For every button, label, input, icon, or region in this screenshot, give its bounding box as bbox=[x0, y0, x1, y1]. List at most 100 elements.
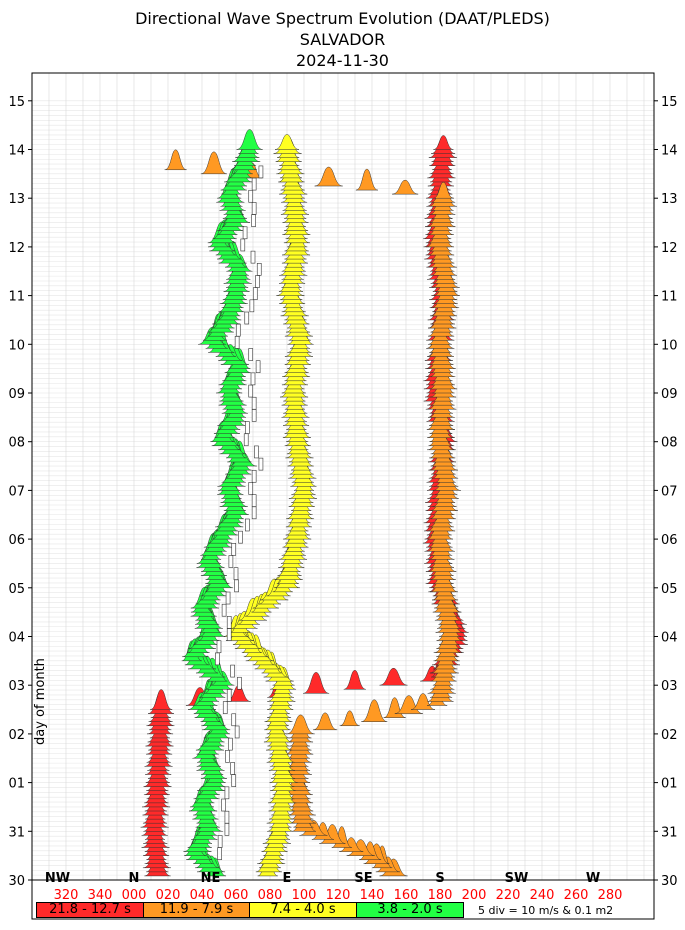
series-2 bbox=[223, 134, 317, 877]
y-tick-label-left: 05 bbox=[8, 582, 25, 597]
legend-band-0: 21.8 - 12.7 s bbox=[36, 902, 144, 918]
wind-bar bbox=[222, 701, 228, 714]
compass-label: N bbox=[129, 871, 140, 886]
wind-bar bbox=[231, 543, 237, 556]
y-tick-label-right: 15 bbox=[661, 95, 678, 110]
spectrum-peak bbox=[200, 151, 227, 175]
compass-label: S bbox=[435, 871, 444, 886]
x-tick-label: 180 bbox=[428, 888, 453, 903]
wind-bar bbox=[258, 165, 264, 179]
compass-label: E bbox=[283, 871, 292, 886]
y-tick-label-left: 15 bbox=[8, 95, 25, 110]
wind-bar bbox=[256, 263, 262, 276]
compass-label: SE bbox=[354, 871, 372, 886]
chart-title: Directional Wave Spectrum Evolution (DAA… bbox=[135, 9, 550, 28]
y-tick-label-right: 08 bbox=[661, 436, 678, 451]
x-tick-label: 200 bbox=[462, 888, 487, 903]
wind-bar bbox=[251, 409, 257, 422]
wind-bar bbox=[251, 494, 257, 507]
wind-bar bbox=[224, 823, 230, 836]
wind-bar bbox=[248, 384, 254, 398]
y-tick-label-left: 01 bbox=[8, 777, 25, 792]
wind-bar bbox=[249, 299, 255, 313]
wind-bar bbox=[258, 457, 264, 471]
wind-bar bbox=[228, 737, 233, 751]
y-tick-label-left: 03 bbox=[8, 679, 25, 694]
wind-bar bbox=[221, 603, 227, 617]
y-tick-label-left: 11 bbox=[8, 290, 25, 305]
wind-bar bbox=[242, 226, 248, 240]
x-tick-label: 160 bbox=[394, 888, 419, 903]
y-tick-label-left: 06 bbox=[8, 533, 25, 548]
x-tick-label: 060 bbox=[224, 888, 249, 903]
wind-bar bbox=[226, 689, 232, 702]
wind-bar bbox=[251, 469, 257, 483]
y-axis-label: day of month bbox=[33, 658, 48, 745]
series-3 bbox=[181, 129, 263, 877]
x-tick-label: 340 bbox=[88, 888, 113, 903]
wind-bar bbox=[255, 360, 261, 374]
spectrum-peak bbox=[274, 134, 300, 150]
wind-bar bbox=[231, 774, 237, 787]
wind-bar bbox=[250, 250, 256, 264]
wind-bar bbox=[251, 177, 257, 191]
y-tick-label-left: 13 bbox=[8, 192, 25, 207]
x-tick-label: 240 bbox=[530, 888, 555, 903]
series-1 bbox=[164, 149, 464, 877]
wind-bar bbox=[230, 762, 235, 775]
y-tick-label-right: 01 bbox=[661, 777, 678, 792]
y-tick-label-right: 14 bbox=[661, 144, 678, 159]
y-tick-label-left: 04 bbox=[8, 631, 25, 646]
legend-band-1: 11.9 - 7.9 s bbox=[143, 902, 250, 918]
x-tick-label: 040 bbox=[190, 888, 215, 903]
spectrum-peak bbox=[339, 710, 360, 727]
spectrum-peak bbox=[236, 129, 263, 150]
wind-bar bbox=[255, 275, 260, 288]
wind-bar bbox=[215, 652, 220, 666]
y-tick-label-left: 09 bbox=[8, 387, 25, 402]
wind-bar bbox=[234, 336, 240, 349]
wind-bar bbox=[251, 506, 257, 520]
y-tick-label-left: 10 bbox=[8, 338, 25, 353]
wind-bar bbox=[244, 311, 250, 325]
wind-bar bbox=[252, 287, 258, 300]
y-tick-label-right: 30 bbox=[661, 874, 678, 889]
wind-bar bbox=[225, 750, 230, 763]
x-tick-label: 280 bbox=[598, 888, 623, 903]
x-tick-label: 220 bbox=[496, 888, 521, 903]
wind-bar bbox=[248, 348, 254, 361]
y-tick-label-right: 03 bbox=[661, 679, 678, 694]
y-tick-label-left: 12 bbox=[8, 241, 25, 256]
spectrum-peak bbox=[355, 168, 378, 191]
wind-bar bbox=[225, 591, 231, 605]
spectrum-peak bbox=[303, 672, 330, 694]
spectrum-peak bbox=[164, 149, 187, 171]
y-tick-label-right: 05 bbox=[661, 582, 678, 597]
chart-subtitle-date: 2024-11-30 bbox=[296, 51, 389, 70]
x-tick-label: 100 bbox=[292, 888, 317, 903]
y-tick-label-right: 06 bbox=[661, 533, 678, 548]
x-tick-label: 080 bbox=[258, 888, 283, 903]
spectrum-peak bbox=[379, 667, 408, 686]
x-tick-label: 260 bbox=[564, 888, 589, 903]
wind-bar bbox=[250, 372, 256, 386]
spectrum-peak bbox=[392, 179, 419, 195]
wind-bar bbox=[251, 202, 257, 215]
y-tick-label-left: 02 bbox=[8, 728, 25, 743]
spectrum-peak bbox=[313, 712, 338, 731]
wind-bar bbox=[216, 640, 222, 654]
y-tick-label-right: 04 bbox=[661, 631, 678, 646]
x-tick-label: 120 bbox=[326, 888, 351, 903]
wind-bar bbox=[251, 396, 257, 410]
wind-bar bbox=[240, 238, 246, 252]
legend-band-2: 7.4 - 4.0 s bbox=[249, 902, 357, 918]
spectrum-peak bbox=[314, 166, 343, 187]
wind-bar bbox=[248, 189, 254, 203]
wind-bar bbox=[231, 713, 237, 727]
y-tick-label-left: 07 bbox=[8, 484, 25, 499]
wind-bar bbox=[245, 518, 250, 532]
wind-bar bbox=[243, 433, 249, 447]
wind-bar bbox=[226, 628, 232, 641]
